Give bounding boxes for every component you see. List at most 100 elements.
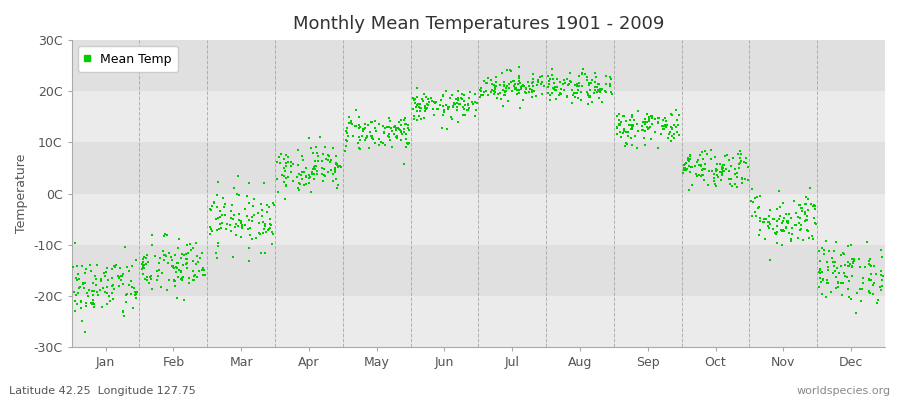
Point — [414, 115, 428, 122]
Point — [749, 213, 763, 220]
Point — [262, 226, 276, 232]
Point — [831, 280, 845, 286]
Point — [550, 84, 564, 90]
Point — [603, 74, 617, 80]
Point — [733, 155, 747, 161]
Point — [105, 282, 120, 288]
Point — [179, 256, 194, 262]
Point — [536, 78, 550, 85]
Point — [630, 121, 644, 127]
Point — [174, 269, 188, 275]
Point — [781, 230, 796, 237]
Point — [185, 258, 200, 264]
Point — [349, 107, 364, 114]
Point — [401, 122, 416, 129]
Point — [664, 124, 679, 130]
Point — [368, 125, 382, 131]
Point — [458, 102, 473, 108]
Point — [240, 192, 255, 199]
Point — [216, 194, 230, 201]
Point — [512, 75, 526, 82]
Point — [716, 165, 730, 172]
Point — [70, 277, 85, 284]
Point — [706, 175, 721, 181]
Point — [73, 284, 87, 290]
Point — [225, 201, 239, 208]
Point — [732, 160, 746, 167]
Point — [781, 218, 796, 224]
Point — [159, 232, 174, 238]
Point — [584, 99, 598, 106]
Point — [593, 88, 608, 95]
Point — [856, 280, 870, 286]
Point — [692, 151, 706, 158]
Point — [329, 153, 344, 159]
Point — [793, 202, 807, 209]
Point — [317, 166, 331, 172]
Point — [640, 111, 654, 118]
Point — [436, 91, 450, 98]
Point — [813, 267, 827, 273]
Point — [455, 104, 470, 110]
Point — [154, 284, 168, 290]
Point — [89, 282, 104, 288]
Point — [98, 289, 112, 295]
Point — [235, 222, 249, 228]
Point — [572, 82, 587, 89]
Point — [74, 298, 88, 304]
Point — [457, 98, 472, 104]
Point — [565, 100, 580, 106]
Point — [856, 274, 870, 281]
Point — [763, 207, 778, 214]
Point — [136, 264, 150, 270]
Point — [541, 73, 555, 80]
Point — [842, 262, 856, 269]
Point — [120, 264, 134, 270]
Point — [401, 125, 416, 132]
Point — [602, 82, 616, 89]
Point — [670, 117, 684, 123]
Point — [807, 203, 822, 210]
Point — [659, 118, 673, 124]
Point — [399, 131, 413, 138]
Point — [295, 176, 310, 183]
Point — [188, 272, 202, 278]
Point — [726, 154, 741, 161]
Point — [346, 132, 360, 139]
Point — [543, 92, 557, 98]
Point — [708, 181, 723, 187]
Point — [798, 194, 813, 200]
Point — [498, 88, 512, 95]
Point — [512, 64, 526, 70]
Point — [112, 282, 127, 289]
Point — [781, 220, 796, 226]
Point — [479, 80, 493, 86]
Point — [140, 276, 155, 283]
Point — [746, 199, 760, 205]
Point — [139, 261, 153, 267]
Point — [439, 102, 454, 109]
Point — [544, 90, 559, 96]
Point — [374, 139, 388, 145]
Point — [77, 285, 92, 291]
Point — [784, 236, 798, 242]
Point — [230, 223, 245, 229]
Point — [545, 76, 560, 82]
Point — [531, 77, 545, 83]
Point — [770, 223, 785, 229]
Point — [437, 109, 452, 116]
Point — [264, 222, 278, 228]
Point — [511, 81, 526, 87]
Point — [122, 268, 137, 274]
Point — [831, 279, 845, 285]
Point — [266, 202, 281, 208]
Point — [220, 226, 234, 232]
Point — [296, 156, 310, 163]
Point — [247, 196, 261, 202]
Point — [162, 277, 176, 284]
Point — [500, 85, 514, 92]
Point — [638, 119, 652, 125]
Point — [189, 274, 203, 280]
Point — [782, 211, 796, 218]
Point — [808, 220, 823, 227]
